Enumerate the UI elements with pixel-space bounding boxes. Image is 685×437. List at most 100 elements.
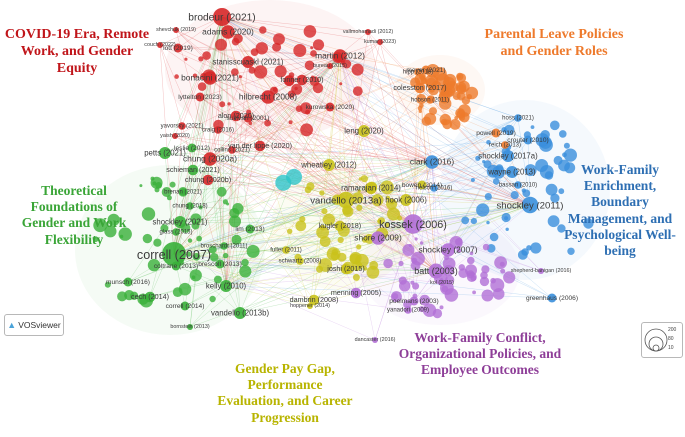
node-bubble[interactable] (243, 113, 253, 123)
node-bubble[interactable] (334, 220, 346, 232)
node-label[interactable]: lyttelton (2023) (178, 94, 222, 101)
node-bubble[interactable] (307, 303, 313, 309)
node-bubble[interactable] (421, 65, 431, 75)
node-bubble[interactable] (514, 181, 522, 189)
node-bubble[interactable] (195, 92, 205, 102)
node-bubble[interactable] (441, 243, 455, 257)
node-bubble[interactable] (425, 155, 439, 169)
node-label[interactable]: bonacini (2021) (181, 73, 239, 83)
node-label[interactable]: petts (2021) (144, 148, 186, 157)
node-bubble[interactable] (308, 294, 320, 306)
node-label[interactable]: shevchuk (2019) (156, 27, 196, 33)
node-label[interactable]: wayne (2013) (487, 167, 536, 176)
node-label[interactable]: powell (2019) (476, 130, 516, 137)
node-bubble[interactable] (501, 141, 509, 149)
node-label[interactable]: colesston (2017) (393, 83, 446, 92)
node-bubble[interactable] (173, 27, 179, 33)
node-bubble[interactable] (327, 63, 333, 69)
node-bubble[interactable] (179, 188, 187, 196)
node-label[interactable]: vallmohamadi (2012) (343, 29, 394, 35)
node-label[interactable]: yavorsky (2021) (161, 124, 204, 130)
node-bubble[interactable] (521, 196, 539, 214)
node-label[interactable]: martin (2012) (315, 51, 365, 61)
node-label[interactable]: clark (2016) (410, 157, 454, 167)
node-label[interactable]: hoppener (2014) (290, 303, 330, 309)
node-bubble[interactable] (178, 122, 186, 130)
node-label[interactable]: yanadori (2009) (387, 308, 429, 314)
node-bubble[interactable] (296, 257, 304, 265)
node-label[interactable]: dambrin (2008) (290, 295, 339, 304)
node-label[interactable]: kumar (2023) (364, 39, 396, 45)
node-bubble[interactable] (254, 140, 266, 152)
node-bubble[interactable] (180, 301, 190, 311)
node-label[interactable]: chung (2020b) (185, 175, 231, 184)
node-label[interactable]: kurowska (2020) (306, 104, 355, 111)
node-bubble[interactable] (123, 277, 133, 287)
node-bubble[interactable] (372, 337, 378, 343)
node-bubble[interactable] (430, 184, 438, 192)
node-label[interactable]: reich (2013) (489, 143, 521, 149)
node-bubble[interactable] (215, 259, 225, 269)
node-bubble[interactable] (157, 42, 163, 48)
node-label[interactable]: fonner (2010) (280, 75, 323, 84)
node-bubble[interactable] (221, 25, 235, 39)
node-label[interactable]: kelly (2010) (206, 281, 247, 290)
node-label[interactable]: hoss (2021) (502, 116, 534, 122)
node-label[interactable]: bureau (2015) (313, 63, 347, 69)
node-bubble[interactable] (426, 96, 434, 104)
node-label[interactable]: sullivan (2001) (227, 115, 270, 122)
node-label[interactable]: glass (2015) (159, 230, 192, 236)
node-label[interactable]: brenan (2021) (164, 190, 202, 196)
node-bubble[interactable] (365, 29, 371, 35)
node-bubble[interactable] (174, 216, 186, 228)
node-label[interactable]: hilbrecht (2008) (239, 92, 297, 102)
node-bubble[interactable] (491, 128, 501, 138)
node-bubble[interactable] (325, 102, 335, 112)
node-bubble[interactable] (358, 125, 370, 137)
node-bubble[interactable] (172, 228, 180, 236)
node-label[interactable]: shore (2009) (354, 233, 402, 243)
node-label[interactable]: yaish (2020) (160, 133, 190, 139)
node-label[interactable]: greenhaus (2006) (526, 295, 578, 302)
node-bubble[interactable] (514, 114, 522, 122)
node-bubble[interactable] (282, 246, 290, 254)
node-label[interactable]: wheatley (2012) (300, 160, 357, 169)
node-bubble[interactable] (159, 147, 171, 159)
node-bubble[interactable] (242, 56, 254, 68)
node-label[interactable]: hook (2006) (385, 195, 427, 204)
node-bubble[interactable] (220, 242, 228, 250)
node-bubble[interactable] (506, 166, 518, 178)
node-bubble[interactable] (173, 43, 183, 53)
node-label[interactable]: bassan (2010) (499, 183, 537, 189)
node-bubble[interactable] (213, 8, 231, 26)
node-label[interactable]: brodeur (2021) (188, 13, 255, 24)
node-label[interactable]: chung (2020a) (183, 154, 237, 164)
node-label[interactable]: kol (2015) (430, 280, 454, 286)
node-bubble[interactable] (337, 191, 355, 209)
node-label[interactable]: lim (2013) (235, 226, 264, 233)
node-label[interactable]: shepherd-banigan (2016) (511, 268, 572, 274)
node-label[interactable]: munsch (2016) (106, 279, 150, 286)
node-bubble[interactable] (439, 280, 445, 286)
node-bubble[interactable] (403, 214, 423, 234)
node-bubble[interactable] (538, 268, 544, 274)
node-label[interactable]: meyer (2021) (406, 67, 445, 74)
node-bubble[interactable] (377, 39, 383, 45)
node-label[interactable]: correll (2007) (137, 248, 211, 262)
node-label[interactable]: schieman (2021) (166, 165, 220, 174)
node-label[interactable]: lott (2019) (163, 45, 193, 52)
node-label[interactable]: van der lippe (2020) (228, 141, 292, 150)
node-bubble[interactable] (171, 261, 181, 271)
node-bubble[interactable] (323, 159, 335, 171)
node-label[interactable]: shockley (2011) (496, 200, 563, 211)
node-bubble[interactable] (371, 231, 385, 245)
node-bubble[interactable] (203, 152, 217, 166)
node-bubble[interactable] (144, 291, 156, 303)
node-label[interactable]: bornstein (2013) (170, 324, 209, 330)
node-label[interactable]: vandello (2013b) (211, 308, 269, 317)
node-label[interactable]: kugler (2018) (319, 221, 361, 230)
node-bubble[interactable] (172, 133, 178, 139)
node-bubble[interactable] (428, 263, 444, 279)
node-bubble[interactable] (214, 126, 222, 134)
node-bubble[interactable] (333, 49, 347, 63)
